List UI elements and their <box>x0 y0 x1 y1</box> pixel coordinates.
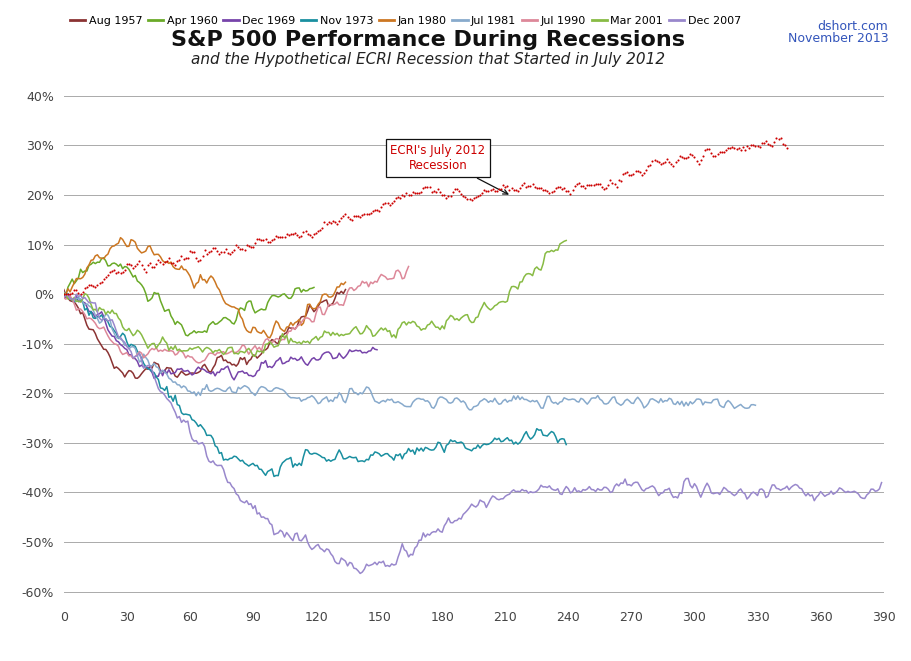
Text: November 2013: November 2013 <box>788 32 888 45</box>
Text: and the Hypothetical ECRI Recession that Started in July 2012: and the Hypothetical ECRI Recession that… <box>191 52 665 67</box>
Text: ECRI's July 2012
Recession: ECRI's July 2012 Recession <box>391 144 507 194</box>
Text: dshort.com: dshort.com <box>817 20 888 33</box>
Text: S&P 500 Performance During Recessions: S&P 500 Performance During Recessions <box>171 30 685 50</box>
Legend: Aug 1957, Apr 1960, Dec 1969, Nov 1973, Jan 1980, Jul 1981, Jul 1990, Mar 2001, : Aug 1957, Apr 1960, Dec 1969, Nov 1973, … <box>66 12 745 30</box>
